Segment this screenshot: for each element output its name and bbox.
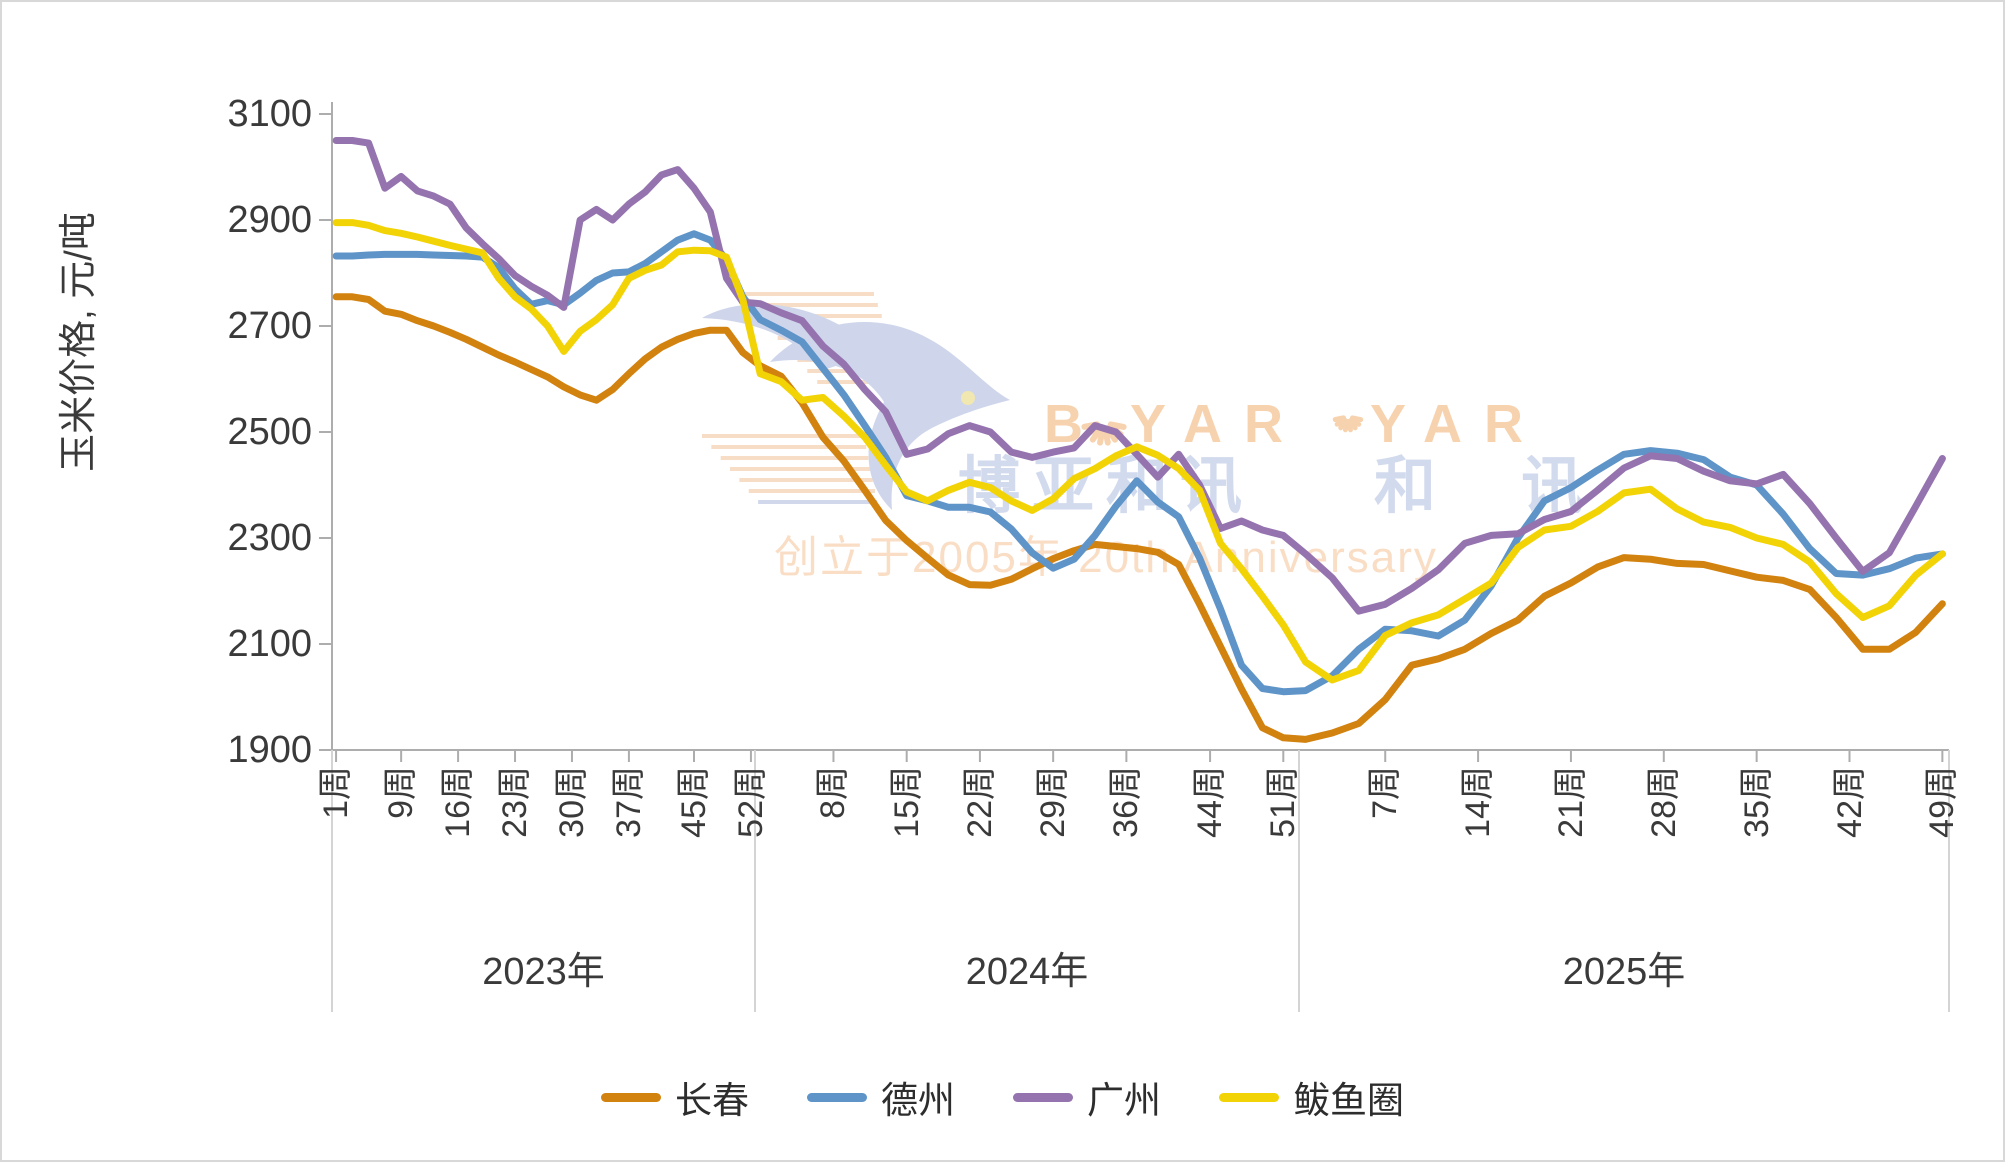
x-axis-tick-label: 14周 <box>1459 766 1498 838</box>
legend-item-鲅鱼圈: 鲅鱼圈 <box>1219 1070 1404 1124</box>
x-axis-tick-label: 52周 <box>731 766 770 838</box>
legend-item-广州: 广州 <box>1013 1070 1161 1124</box>
x-axis-tick-label: 37周 <box>609 766 648 838</box>
x-axis-tick-label: 7周 <box>1366 766 1405 819</box>
legend-label: 长春 <box>675 1080 749 1121</box>
legend-item-长春: 长春 <box>601 1070 749 1124</box>
x-axis-tick-label: 8周 <box>814 766 853 819</box>
year-label: 2025年 <box>1562 951 1686 993</box>
y-axis-tick-label: 2100 <box>227 623 312 665</box>
year-label: 2024年 <box>965 951 1089 993</box>
legend-item-德州: 德州 <box>807 1070 955 1124</box>
legend-label: 鲅鱼圈 <box>1293 1080 1404 1121</box>
x-axis-tick-label: 35周 <box>1737 766 1776 838</box>
legend-label: 广州 <box>1087 1080 1161 1121</box>
axes <box>319 102 1950 1012</box>
y-axis-tick-label: 1900 <box>227 729 312 771</box>
x-axis-tick-label: 49周 <box>1923 766 1962 838</box>
x-axis-tick-label: 51周 <box>1264 766 1303 838</box>
x-axis-tick-label: 45周 <box>674 766 713 838</box>
legend-swatch <box>1013 1092 1073 1102</box>
watermark-brand-yar: YAR <box>1130 394 1305 454</box>
watermark-brand-cn-partial: 和 讯 <box>1374 452 1617 521</box>
x-axis-tick-label: 42周 <box>1830 766 1869 838</box>
x-axis-tick-label: 23周 <box>496 766 535 838</box>
y-axis-title: 玉米价格, 元/吨 <box>58 212 100 472</box>
x-axis-tick-label: 44周 <box>1191 766 1230 838</box>
x-axis-tick-label: 15周 <box>887 766 926 838</box>
x-axis-tick-label: 21周 <box>1551 766 1590 838</box>
x-axis-tick-label: 1周 <box>317 766 356 819</box>
year-label: 2023年 <box>482 951 605 993</box>
legend-swatch <box>1219 1092 1279 1102</box>
series-line-鲅鱼圈 <box>332 219 1946 684</box>
legend: 长春 德州 广州 鲅鱼圈 <box>2 1070 2003 1124</box>
y-axis-tick-label: 2300 <box>227 517 312 559</box>
watermark-sunburst-small-icon <box>1332 415 1364 433</box>
y-axis-tick-label: 2500 <box>227 411 312 453</box>
x-axis-tick-label: 30周 <box>552 766 591 838</box>
y-axis-tick-label: 3100 <box>227 93 312 135</box>
x-axis-tick-label: 9周 <box>382 766 421 819</box>
legend-swatch <box>601 1092 661 1102</box>
x-axis-tick-label: 29周 <box>1034 766 1073 838</box>
y-axis-tick-label: 2700 <box>227 305 312 347</box>
x-axis-tick-label: 16周 <box>439 766 478 838</box>
series-line-长春 <box>332 293 1946 743</box>
y-axis-tick-label: 2900 <box>227 199 312 241</box>
watermark-tagline: 创立于2005年 20th Anniversary <box>774 533 1438 582</box>
legend-label: 德州 <box>881 1080 955 1121</box>
watermark-brand-yar-partial: YAR <box>1370 394 1545 454</box>
x-axis-tick-label: 36周 <box>1107 766 1146 838</box>
legend-swatch <box>807 1092 867 1102</box>
series-line-德州 <box>332 230 1946 696</box>
x-axis-tick-label: 28周 <box>1644 766 1683 838</box>
series-lines <box>332 137 1946 743</box>
bird-eye-icon <box>961 391 975 405</box>
x-axis-tick-label: 22周 <box>960 766 999 838</box>
series-line-广州 <box>332 137 1946 615</box>
